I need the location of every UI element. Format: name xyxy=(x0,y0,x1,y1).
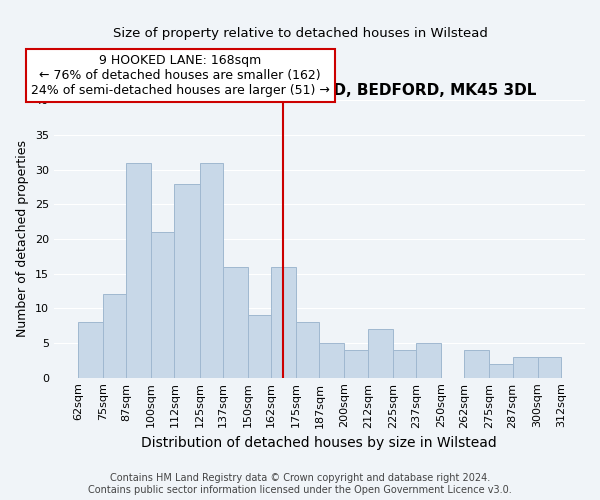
Bar xyxy=(512,357,538,378)
Bar xyxy=(464,350,490,378)
Y-axis label: Number of detached properties: Number of detached properties xyxy=(16,140,29,338)
Bar xyxy=(416,343,441,378)
Bar xyxy=(490,364,512,378)
Bar xyxy=(368,329,393,378)
Bar xyxy=(344,350,368,378)
Title: 9, HOOKED LANE, WILSTEAD, BEDFORD, MK45 3DL: 9, HOOKED LANE, WILSTEAD, BEDFORD, MK45 … xyxy=(102,83,536,98)
Text: Size of property relative to detached houses in Wilstead: Size of property relative to detached ho… xyxy=(113,28,487,40)
X-axis label: Distribution of detached houses by size in Wilstead: Distribution of detached houses by size … xyxy=(142,436,497,450)
Bar xyxy=(223,266,248,378)
Bar xyxy=(78,322,103,378)
Bar xyxy=(200,162,223,378)
Bar xyxy=(296,322,319,378)
Bar xyxy=(248,316,271,378)
Bar xyxy=(151,232,175,378)
Bar xyxy=(126,162,151,378)
Bar xyxy=(175,184,200,378)
Bar xyxy=(319,343,344,378)
Bar xyxy=(393,350,416,378)
Text: 9 HOOKED LANE: 168sqm
← 76% of detached houses are smaller (162)
24% of semi-det: 9 HOOKED LANE: 168sqm ← 76% of detached … xyxy=(31,54,329,97)
Text: Contains HM Land Registry data © Crown copyright and database right 2024.
Contai: Contains HM Land Registry data © Crown c… xyxy=(88,474,512,495)
Bar xyxy=(271,266,296,378)
Bar xyxy=(538,357,561,378)
Bar xyxy=(103,294,126,378)
